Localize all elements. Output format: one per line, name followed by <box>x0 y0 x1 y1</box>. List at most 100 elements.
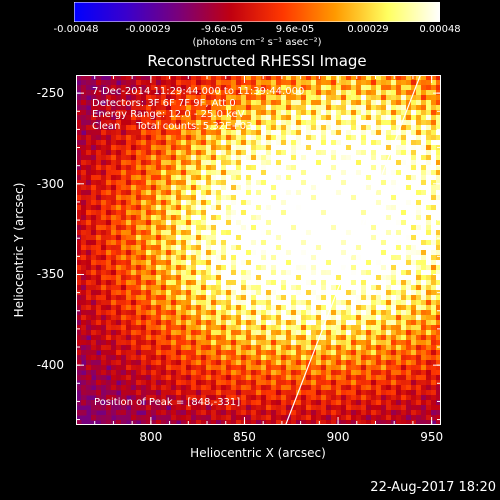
heatmap-cell <box>151 350 157 356</box>
heatmap-cell <box>136 280 142 286</box>
heatmap-cell <box>426 125 432 131</box>
heatmap-cell <box>136 285 142 291</box>
heatmap-cell <box>361 115 367 121</box>
heatmap-cell <box>416 160 422 166</box>
heatmap-cell <box>346 235 352 241</box>
heatmap-cell <box>236 405 242 411</box>
heatmap-cell <box>171 135 177 141</box>
heatmap-cell <box>261 415 267 421</box>
heatmap-cell <box>91 175 97 181</box>
heatmap-cell <box>406 345 412 351</box>
heatmap-cell <box>136 190 142 196</box>
heatmap-cell <box>266 105 272 111</box>
heatmap-cell <box>121 390 127 396</box>
heatmap-cell <box>76 300 82 306</box>
heatmap-cell <box>91 130 97 136</box>
heatmap-cell <box>326 370 332 376</box>
heatmap-cell <box>306 330 312 336</box>
heatmap-cell <box>221 340 227 346</box>
heatmap-cell <box>416 165 422 171</box>
heatmap-cell <box>271 395 277 401</box>
heatmap-cell <box>206 400 212 406</box>
heatmap-cell <box>131 400 137 406</box>
heatmap-cell <box>291 315 297 321</box>
heatmap-cell <box>371 320 377 326</box>
heatmap-cell <box>396 325 402 331</box>
heatmap-cell <box>291 250 297 256</box>
heatmap-cell <box>311 310 317 316</box>
heatmap-cell <box>96 230 102 236</box>
heatmap-cell <box>276 170 282 176</box>
heatmap-cell <box>111 245 117 251</box>
heatmap-cell <box>246 240 252 246</box>
heatmap-cell <box>76 350 82 356</box>
heatmap-cell <box>331 85 337 91</box>
heatmap-cell <box>96 240 102 246</box>
heatmap-cell <box>276 150 282 156</box>
heatmap-cell <box>131 160 137 166</box>
heatmap-cell <box>101 150 107 156</box>
heatmap-cell <box>101 105 107 111</box>
heatmap-cell <box>336 200 342 206</box>
heatmap-cell <box>161 150 167 156</box>
heatmap-cell <box>136 100 142 106</box>
heatmap-cell <box>351 160 357 166</box>
heatmap-cell <box>381 110 387 116</box>
heatmap-cell <box>276 85 282 91</box>
heatmap-cell <box>276 160 282 166</box>
heatmap-cell <box>126 110 132 116</box>
heatmap-cell <box>351 210 357 216</box>
heatmap-cell <box>306 405 312 411</box>
heatmap-cell <box>191 135 197 141</box>
heatmap-cell <box>191 370 197 376</box>
heatmap-cell <box>256 265 262 271</box>
heatmap-cell <box>126 255 132 261</box>
heatmap-cell <box>221 190 227 196</box>
heatmap-cell <box>101 325 107 331</box>
heatmap-cell <box>241 355 247 361</box>
heatmap-cell <box>156 245 162 251</box>
heatmap-cell <box>376 125 382 131</box>
heatmap-cell <box>271 215 277 221</box>
heatmap-cell <box>171 175 177 181</box>
heatmap-cell <box>381 230 387 236</box>
heatmap-cell <box>406 255 412 261</box>
heatmap-cell <box>421 140 427 146</box>
heatmap-cell <box>411 300 417 306</box>
heatmap-cell <box>251 175 257 181</box>
heatmap-cell <box>246 290 252 296</box>
heatmap-cell <box>431 395 437 401</box>
heatmap-cell <box>356 120 362 126</box>
heatmap-cell <box>201 305 207 311</box>
heatmap-cell <box>321 220 327 226</box>
heatmap-cell <box>411 75 417 81</box>
heatmap-cell <box>176 195 182 201</box>
heatmap-cell <box>391 330 397 336</box>
heatmap-cell <box>266 170 272 176</box>
heatmap-cell <box>86 280 92 286</box>
heatmap-cell <box>176 260 182 266</box>
heatmap-cell <box>286 185 292 191</box>
heatmap-cell <box>326 305 332 311</box>
heatmap-cell <box>211 380 217 386</box>
heatmap-cell <box>291 185 297 191</box>
heatmap-cell <box>86 385 92 391</box>
heatmap-cell <box>336 300 342 306</box>
heatmap-cell <box>181 370 187 376</box>
heatmap-cell <box>96 235 102 241</box>
heatmap-cell <box>381 200 387 206</box>
heatmap-cell <box>266 390 272 396</box>
heatmap-cell <box>421 210 427 216</box>
heatmap-cell <box>436 350 441 356</box>
heatmap-cell <box>386 360 392 366</box>
heatmap-cell <box>111 260 117 266</box>
heatmap-cell <box>206 315 212 321</box>
heatmap-cell <box>346 310 352 316</box>
heatmap-cell <box>161 335 167 341</box>
heatmap-cell <box>291 320 297 326</box>
heatmap-cell <box>236 160 242 166</box>
heatmap-cell <box>306 90 312 96</box>
heatmap-cell <box>291 150 297 156</box>
heatmap-cell <box>256 400 262 406</box>
heatmap-cell <box>206 255 212 261</box>
